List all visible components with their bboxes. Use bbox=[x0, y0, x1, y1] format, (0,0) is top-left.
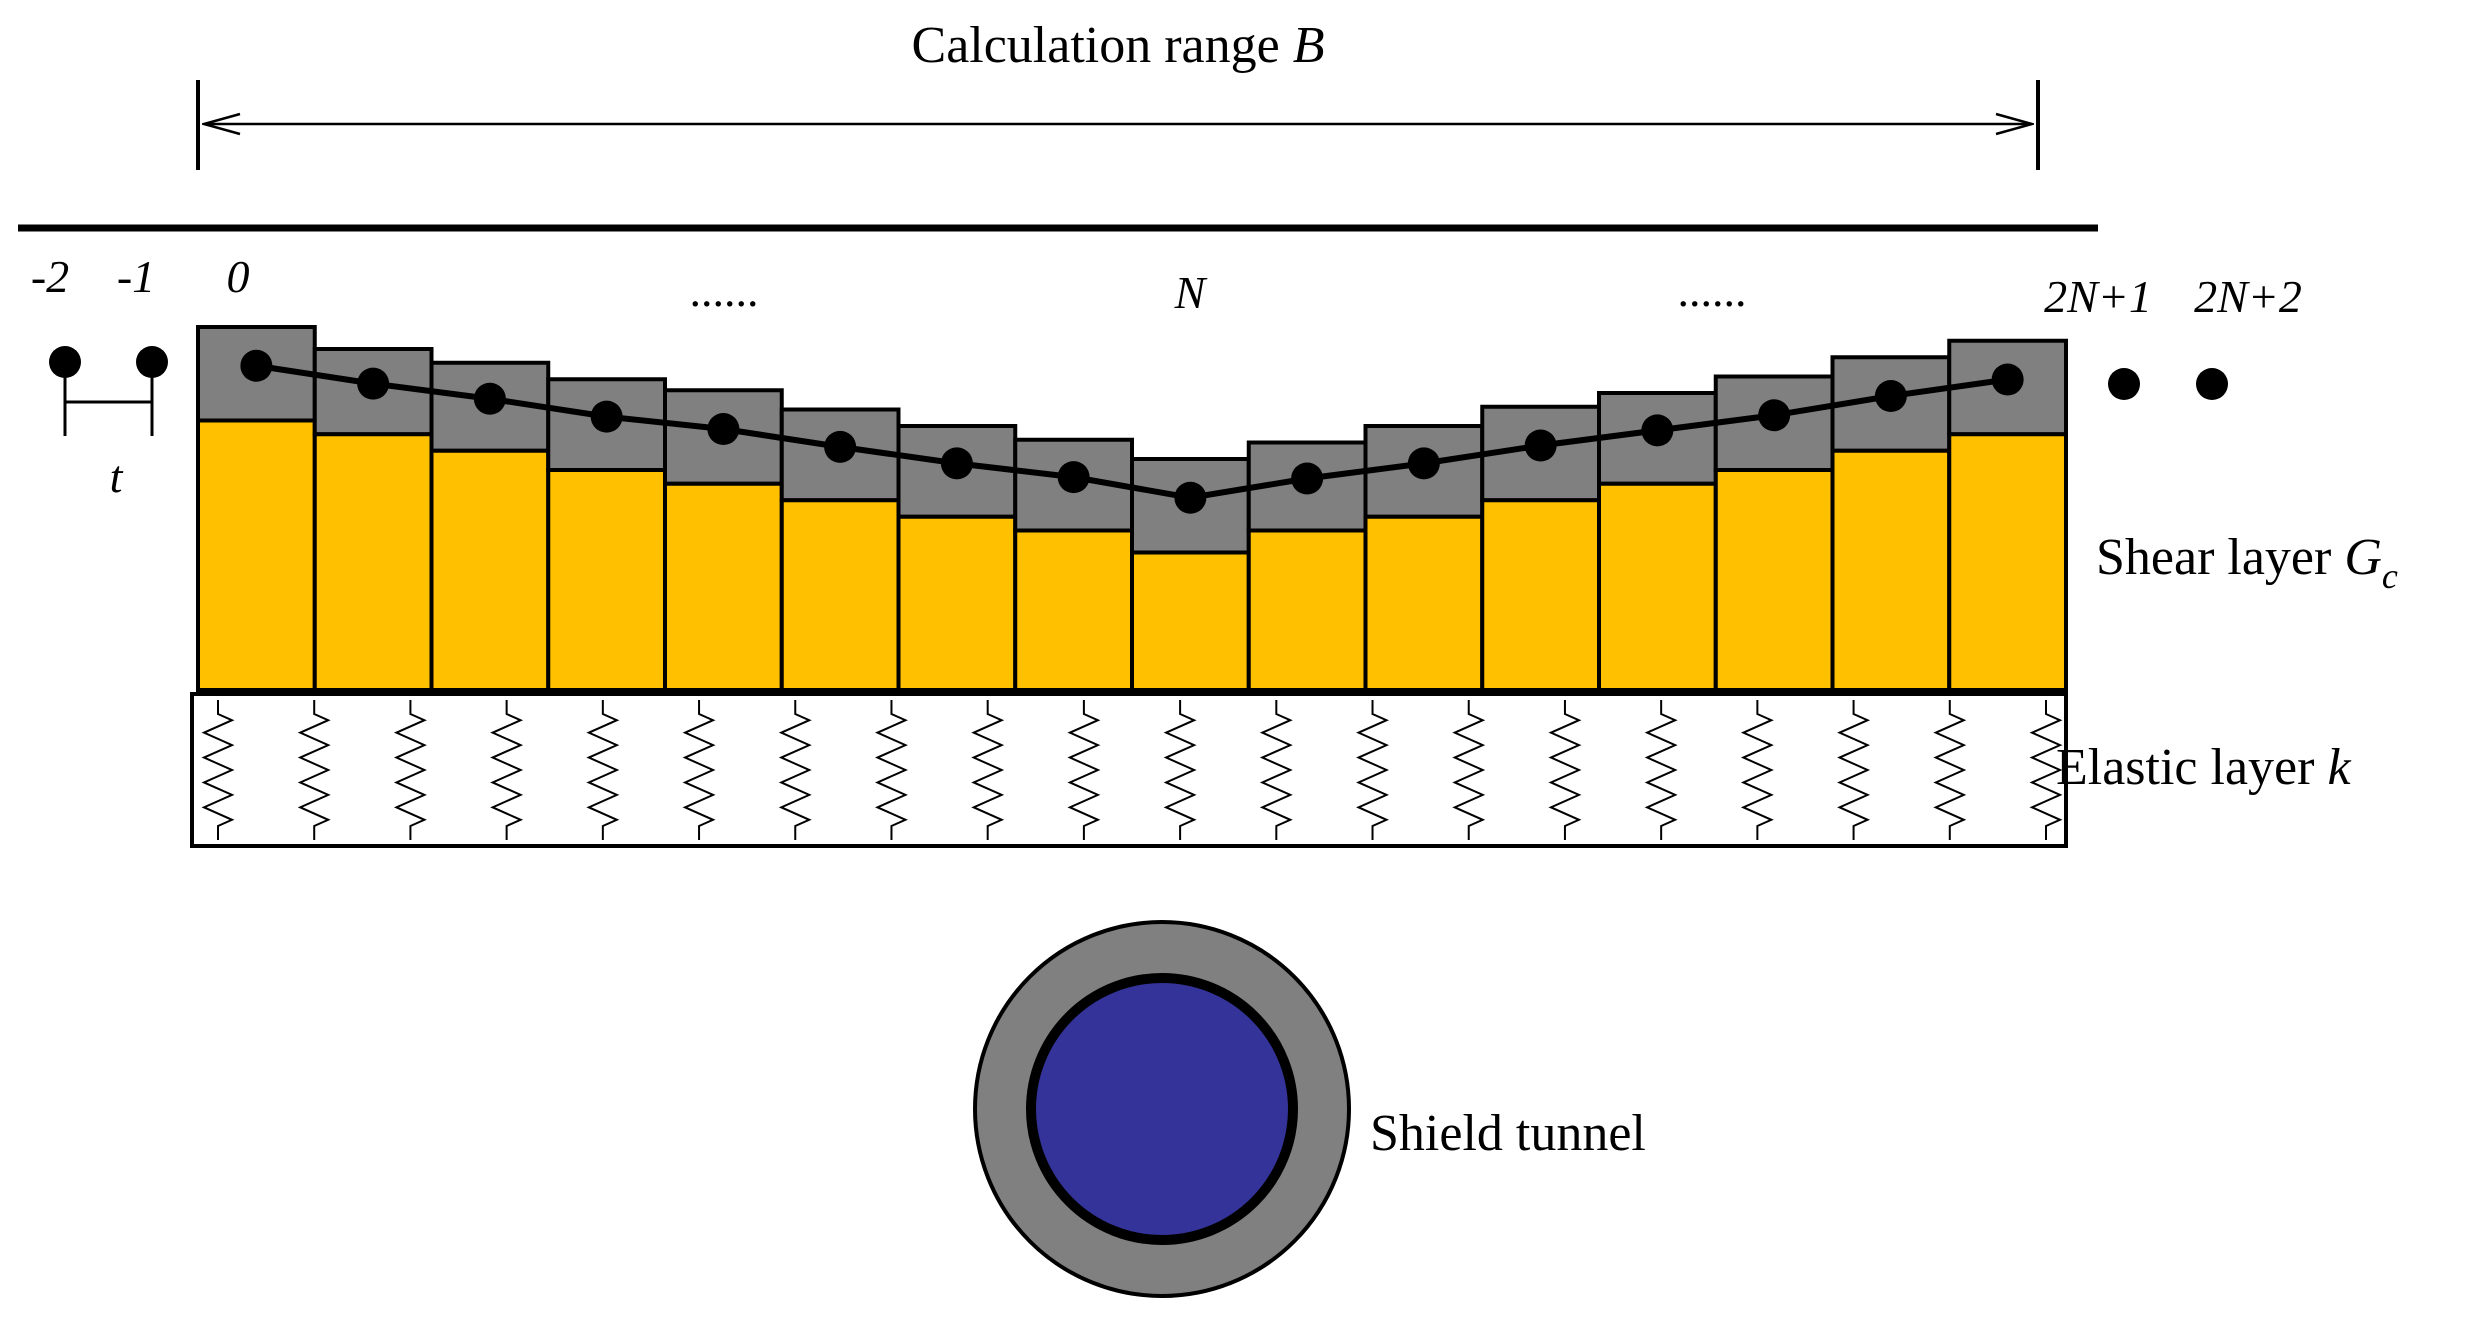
shear-block bbox=[1246, 528, 1368, 692]
spring bbox=[1163, 700, 1197, 840]
column-node bbox=[473, 382, 506, 415]
spring bbox=[297, 700, 331, 840]
column-node bbox=[707, 413, 740, 445]
spring bbox=[393, 700, 427, 840]
spring bbox=[586, 700, 620, 840]
spring bbox=[490, 700, 524, 840]
shear-block bbox=[546, 468, 667, 692]
spring bbox=[1067, 700, 1101, 840]
soil-column bbox=[1947, 338, 2068, 692]
shear-block bbox=[1013, 528, 1134, 692]
spring bbox=[971, 700, 1005, 840]
ellipsis-left: ...... bbox=[690, 265, 759, 316]
spring bbox=[1259, 700, 1293, 840]
column-node bbox=[1991, 363, 2024, 396]
column-node bbox=[1291, 462, 1324, 495]
virtual-nodes-left: t bbox=[49, 346, 168, 502]
virtual-node-2N1 bbox=[2108, 368, 2140, 400]
shear-block bbox=[1713, 468, 1835, 692]
node-label-N: N bbox=[1174, 267, 1208, 318]
column-node bbox=[357, 367, 390, 400]
column-node bbox=[1758, 399, 1791, 432]
shield-tunnel: Shield tunnel bbox=[973, 920, 1646, 1298]
shear-block bbox=[1363, 514, 1485, 692]
node-label-zero: 0 bbox=[227, 251, 250, 302]
soil-column bbox=[312, 347, 434, 692]
soil-column bbox=[1830, 355, 1952, 692]
virtual-nodes-right bbox=[2108, 368, 2228, 400]
column-node bbox=[940, 447, 973, 480]
settlement-curve bbox=[240, 349, 2024, 514]
shear-block bbox=[1947, 432, 2068, 692]
spring bbox=[778, 700, 812, 840]
soil-column bbox=[1597, 391, 1718, 692]
column-node bbox=[1407, 447, 1440, 480]
virtual-node-2N2 bbox=[2196, 368, 2228, 400]
tunnel-core bbox=[1026, 973, 1298, 1245]
elastic-layer-label: Elastic layer k bbox=[2056, 739, 2351, 796]
column-node bbox=[590, 400, 623, 433]
shear-block bbox=[1130, 550, 1251, 692]
shear-block bbox=[429, 448, 551, 692]
settlement-curve-line bbox=[255, 362, 2009, 501]
shear-block bbox=[779, 498, 901, 692]
shield-tunnel-label: Shield tunnel bbox=[1370, 1105, 1646, 1162]
spring bbox=[875, 700, 908, 840]
column-node bbox=[824, 430, 857, 463]
spring bbox=[2029, 700, 2063, 840]
node-label-2N1: 2N+1 bbox=[2044, 271, 2152, 322]
shear-block bbox=[1480, 498, 1601, 692]
spring bbox=[682, 700, 716, 840]
node-label-minus2: -2 bbox=[31, 251, 69, 302]
soil-column bbox=[663, 388, 784, 692]
spring bbox=[1548, 700, 1582, 840]
spring bbox=[1356, 700, 1389, 840]
node-label-2N2: 2N+2 bbox=[2194, 271, 2302, 322]
column-node bbox=[1524, 429, 1557, 462]
column-node bbox=[1057, 461, 1090, 494]
shear-block bbox=[1597, 481, 1718, 692]
shear-block bbox=[896, 514, 1018, 692]
spring bbox=[201, 700, 235, 840]
calculation-range-label: Calculation range B bbox=[912, 17, 1325, 74]
node-label-minus1: -1 bbox=[117, 251, 155, 302]
column-node bbox=[1874, 380, 1907, 412]
ellipsis-right: ...... bbox=[1678, 265, 1747, 316]
spring bbox=[1933, 700, 1967, 840]
shear-block bbox=[1830, 448, 1952, 692]
spacing-label-t: t bbox=[110, 451, 124, 502]
column-node bbox=[1641, 414, 1674, 447]
soil-column bbox=[779, 407, 901, 692]
elastic-springs bbox=[201, 700, 2063, 840]
shear-block bbox=[196, 418, 317, 692]
shear-block bbox=[312, 432, 434, 692]
spring bbox=[1452, 700, 1486, 840]
shear-layer-label: Shear layer Gc bbox=[2096, 529, 2398, 596]
shear-block bbox=[663, 481, 784, 692]
column-node bbox=[240, 349, 273, 382]
spring bbox=[1740, 700, 1774, 840]
calculation-range-dimension: Calculation range B bbox=[196, 17, 2040, 170]
node-index-labels: -2 -1 0 ...... N ...... 2N+1 2N+2 bbox=[31, 251, 2302, 322]
soil-columns bbox=[196, 325, 2068, 692]
spring bbox=[1837, 700, 1871, 840]
elastic-layer-box bbox=[190, 692, 2068, 848]
soil-column bbox=[1363, 424, 1485, 692]
column-node bbox=[1174, 481, 1207, 514]
spring bbox=[1644, 700, 1678, 840]
elastic-layer bbox=[190, 692, 2068, 848]
